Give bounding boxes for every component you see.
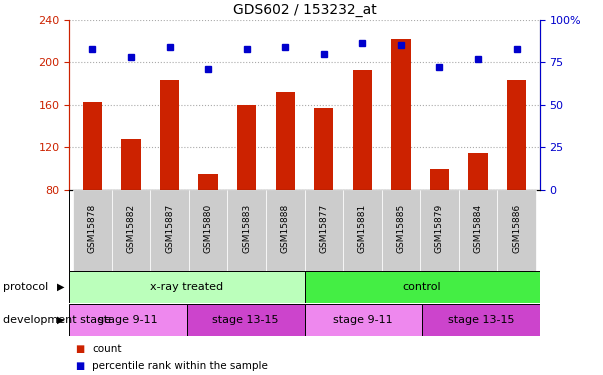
Bar [237, 105, 256, 190]
Bar [198, 174, 218, 190]
Bar [497, 190, 536, 271]
Text: stage 13-15: stage 13-15 [447, 315, 514, 325]
Bar [459, 190, 497, 271]
Bar [430, 169, 449, 190]
Text: x-ray treated: x-ray treated [150, 282, 224, 292]
Bar [305, 271, 540, 303]
Text: stage 13-15: stage 13-15 [212, 315, 279, 325]
Text: stage 9-11: stage 9-11 [333, 315, 393, 325]
Text: control: control [403, 282, 441, 292]
Bar [305, 304, 422, 336]
Text: GSM15885: GSM15885 [396, 204, 405, 254]
Bar [314, 108, 333, 190]
Text: protocol: protocol [3, 282, 48, 292]
Bar [187, 304, 305, 336]
Title: GDS602 / 153232_at: GDS602 / 153232_at [233, 3, 376, 17]
Text: GSM15882: GSM15882 [127, 204, 136, 254]
Text: GSM15888: GSM15888 [281, 204, 289, 254]
Bar [422, 304, 540, 336]
Bar [507, 80, 526, 190]
Text: development stage: development stage [3, 315, 111, 325]
Bar [69, 304, 187, 336]
Bar [150, 190, 189, 271]
Bar [391, 39, 411, 190]
Text: count: count [92, 344, 122, 354]
Text: GSM15877: GSM15877 [320, 204, 328, 254]
Text: ■: ■ [75, 344, 84, 354]
Bar [382, 190, 420, 271]
Text: ▶: ▶ [57, 282, 65, 292]
Bar [266, 190, 305, 271]
Bar [121, 139, 140, 190]
Bar [160, 80, 179, 190]
Bar [420, 190, 459, 271]
Bar [189, 190, 227, 271]
Text: GSM15881: GSM15881 [358, 204, 367, 254]
Text: ■: ■ [75, 361, 84, 370]
Text: stage 9-11: stage 9-11 [98, 315, 158, 325]
Bar [343, 190, 382, 271]
Bar [69, 271, 305, 303]
Text: percentile rank within the sample: percentile rank within the sample [92, 361, 268, 370]
Text: GSM15879: GSM15879 [435, 204, 444, 254]
Bar [469, 153, 488, 190]
Text: GSM15886: GSM15886 [512, 204, 521, 254]
Text: GSM15884: GSM15884 [473, 204, 482, 254]
Text: GSM15880: GSM15880 [204, 204, 213, 254]
Bar [276, 92, 295, 190]
Bar [353, 70, 372, 190]
Text: GSM15883: GSM15883 [242, 204, 251, 254]
Bar [112, 190, 150, 271]
Bar [83, 102, 102, 190]
Bar [305, 190, 343, 271]
Text: GSM15878: GSM15878 [88, 204, 97, 254]
Bar [73, 190, 112, 271]
Text: ▶: ▶ [57, 315, 65, 325]
Bar [227, 190, 266, 271]
Text: GSM15887: GSM15887 [165, 204, 174, 254]
